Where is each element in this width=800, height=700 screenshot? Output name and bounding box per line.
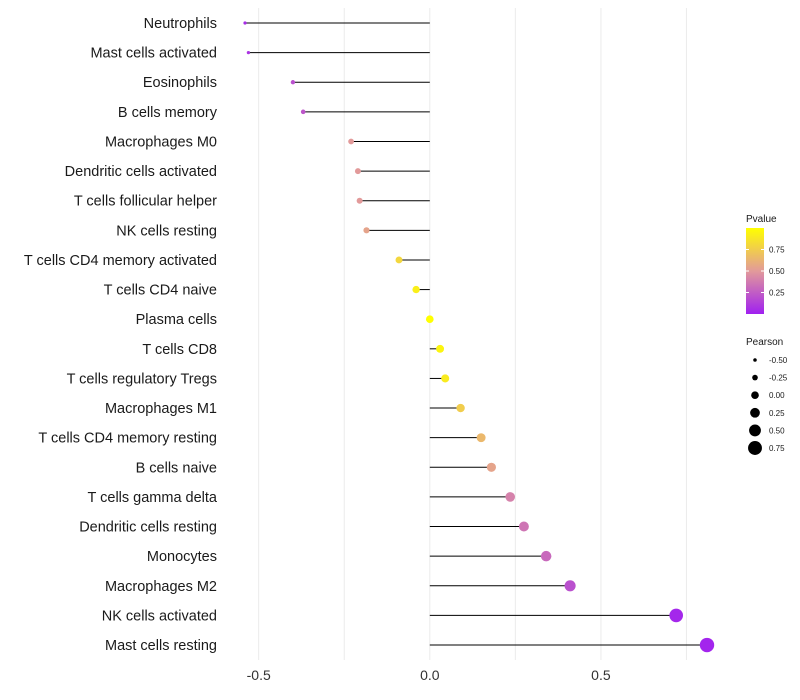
lollipop-points	[243, 21, 715, 653]
category-label: T cells follicular helper	[74, 194, 217, 210]
data-point	[518, 521, 529, 532]
category-label: T cells CD4 memory activated	[24, 253, 217, 269]
x-tick-label: 0.5	[591, 667, 611, 683]
data-point	[412, 285, 420, 294]
size-legend-key	[753, 358, 757, 362]
category-label: Macrophages M0	[105, 134, 217, 150]
category-label: T cells CD4 naive	[104, 283, 217, 299]
data-point	[395, 256, 403, 264]
size-legend-key	[748, 441, 762, 455]
size-legend-key	[751, 391, 759, 400]
category-label: Plasma cells	[136, 312, 217, 328]
pearson-legend-label: 0.75	[769, 444, 785, 453]
pvalue-legend-label: 0.25	[769, 289, 785, 298]
category-label: B cells memory	[118, 105, 218, 121]
x-axis-ticks: -0.5 0.0 0.5	[247, 667, 611, 683]
data-point	[348, 138, 354, 145]
data-point	[476, 433, 486, 443]
pearson-legend: Pearson -0.50 -0.25 0.00 0.25 0.50 0.75	[746, 337, 788, 455]
category-label: Dendritic cells activated	[65, 164, 217, 180]
data-point	[246, 50, 251, 55]
data-point	[564, 580, 576, 592]
pvalue-legend-label: 0.75	[769, 246, 785, 255]
category-label: NK cells activated	[102, 608, 217, 624]
category-label: T cells CD4 memory resting	[38, 431, 217, 447]
data-point	[363, 227, 370, 234]
data-point	[505, 492, 516, 502]
category-label: Mast cells resting	[105, 638, 217, 654]
data-point	[441, 374, 450, 383]
x-tick-label: -0.5	[247, 667, 271, 683]
pearson-legend-label: 0.25	[769, 409, 785, 418]
size-legend-key	[750, 407, 760, 418]
category-label: T cells regulatory Tregs	[67, 371, 217, 387]
category-label: Monocytes	[147, 549, 217, 565]
data-point	[243, 21, 247, 25]
category-label: Dendritic cells resting	[79, 520, 217, 536]
data-point	[456, 403, 465, 413]
category-label: Neutrophils	[144, 16, 217, 32]
category-label: Macrophages M2	[105, 579, 217, 595]
data-point	[300, 109, 306, 115]
data-point	[354, 168, 361, 175]
category-label: T cells CD8	[142, 342, 217, 358]
category-label: B cells naive	[136, 460, 217, 476]
grid-lines	[258, 8, 687, 660]
data-point	[290, 80, 296, 85]
pearson-legend-label: 0.00	[769, 391, 785, 400]
category-label: Macrophages M1	[105, 401, 217, 417]
data-point	[486, 462, 496, 472]
lollipop-stems	[245, 22, 707, 646]
data-point	[540, 550, 552, 562]
data-point	[356, 197, 363, 204]
data-point	[425, 315, 434, 324]
pvalue-legend: Pvalue 0.25 0.50 0.75	[746, 214, 785, 314]
data-point	[699, 637, 715, 653]
pearson-legend-label: -0.25	[769, 374, 788, 383]
data-point	[436, 344, 445, 353]
pearson-legend-label: 0.50	[769, 426, 785, 435]
pvalue-legend-title: Pvalue	[746, 214, 777, 225]
category-label: Mast cells activated	[90, 46, 217, 62]
x-tick-label: 0.0	[420, 667, 440, 683]
data-point	[669, 608, 684, 623]
pearson-legend-title: Pearson	[746, 337, 783, 348]
pvalue-colorbar	[746, 228, 764, 314]
pvalue-legend-label: 0.50	[769, 267, 785, 276]
category-labels: Neutrophils Mast cells activated Eosinophi…	[24, 16, 218, 654]
pearson-legend-label: -0.50	[769, 356, 788, 365]
category-label: T cells gamma delta	[88, 490, 218, 506]
category-label: NK cells resting	[116, 223, 217, 239]
category-label: Eosinophils	[143, 75, 217, 91]
size-legend-key	[752, 374, 758, 381]
size-legend-key	[749, 424, 761, 437]
